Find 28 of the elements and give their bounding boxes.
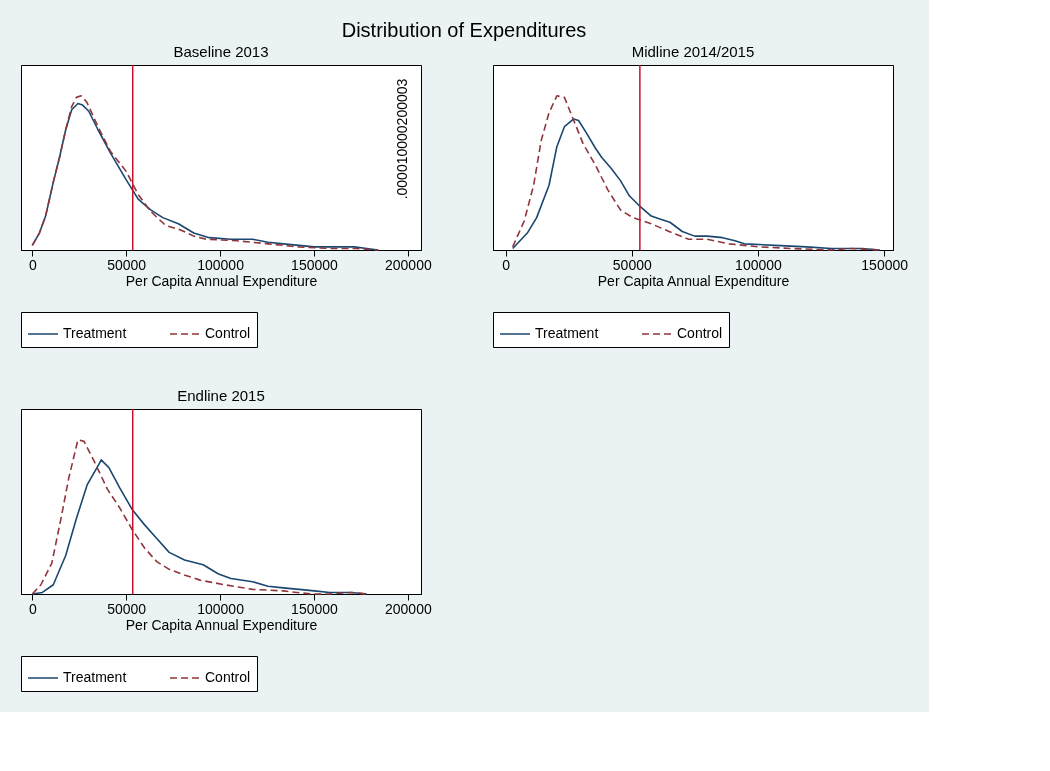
chart-subtitle: Baseline 2013 [173,43,269,61]
x-tick-label: 200000 [385,256,432,273]
x-tick-label: 100000 [197,256,245,273]
x-tick-label: 0 [28,256,37,273]
chart-subtitle: Endline 2015 [177,387,265,405]
x-tick-label: 200000 [385,600,432,617]
legend-label: Control [205,325,251,341]
x-axis-title: Per Capita Annual Expenditure [597,272,790,289]
x-tick-label: 50000 [107,600,147,617]
x-tick-label: 50000 [107,256,147,273]
x-tick-label: 0 [502,256,511,273]
x-axis-title: Per Capita Annual Expenditure [125,616,318,633]
x-tick-label: 150000 [291,256,339,273]
x-tick-label: 150000 [861,256,909,273]
x-tick-label: 100000 [197,600,245,617]
x-tick-label: 50000 [612,256,652,273]
legend-label: Treatment [63,669,127,685]
legend-label: Control [677,325,723,341]
legend-label: Control [205,669,251,685]
annotation: .000010000200003 [394,78,410,200]
x-tick-label: 150000 [291,600,339,617]
x-tick-label: 0 [28,600,37,617]
x-tick-label: 100000 [735,256,783,273]
text: Distribution of Expenditures [341,18,587,41]
legend-label: Treatment [63,325,127,341]
chart-subtitle: Midline 2014/2015 [631,43,755,61]
legend-label: Treatment [535,325,599,341]
x-axis-title: Per Capita Annual Expenditure [125,272,318,289]
